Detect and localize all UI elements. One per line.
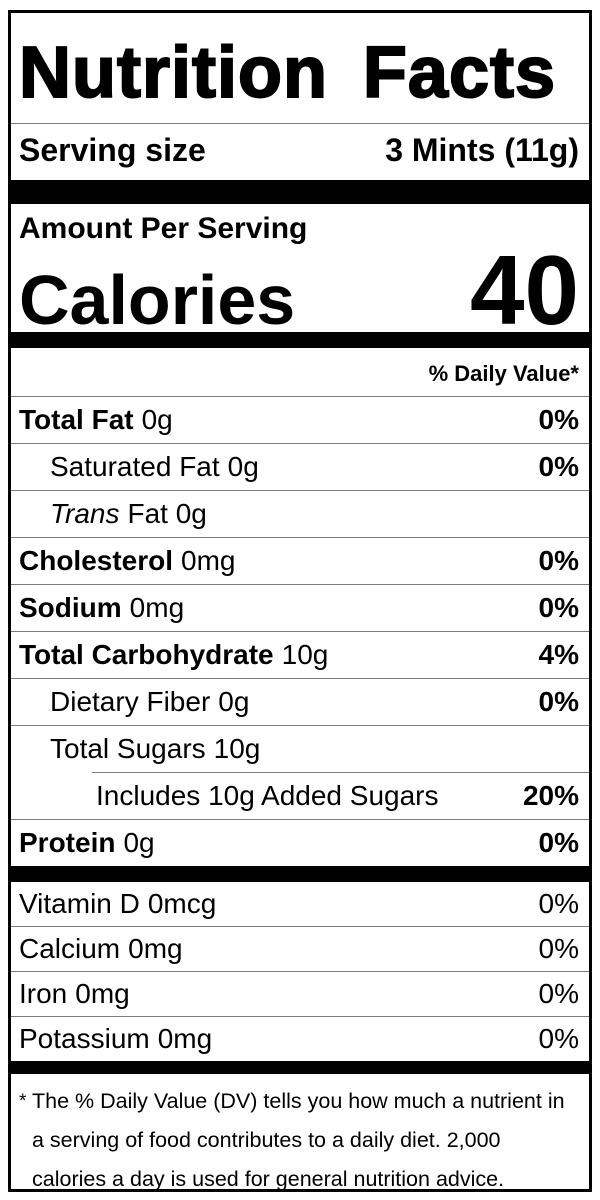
calories-label: Calories	[19, 261, 296, 339]
row-divider	[11, 819, 589, 820]
row-divider	[11, 971, 589, 972]
nutrient-amount: 0g	[227, 451, 259, 482]
vitamin-row-iron: Iron 0mg 0%	[11, 972, 589, 1016]
footnote-asterisk: *	[19, 1091, 27, 1112]
row-divider	[11, 584, 589, 585]
vitamin-dv: 0%	[538, 978, 579, 1009]
footnote-text: The % Daily Value (DV) tells you how muc…	[32, 1089, 565, 1191]
amount-per-serving-label: Amount Per Serving	[19, 212, 308, 245]
nutrient-row-saturated-fat: Saturated Fat 0g 0%	[11, 444, 589, 490]
nutrient-name: Trans	[50, 498, 120, 529]
nutrient-name: Cholesterol	[19, 545, 174, 576]
row-divider	[11, 926, 589, 927]
nutrient-dv: 4%	[538, 639, 579, 670]
row-divider	[11, 631, 589, 632]
nutrient-amount: 0g	[141, 404, 173, 435]
nutrient-dv: 0%	[538, 827, 579, 858]
vitamin-name: Iron	[19, 978, 68, 1009]
nutrient-row-total-sugars: Total Sugars 10g	[11, 726, 589, 772]
nutrient-row-sodium: Sodium 0mg 0%	[11, 585, 589, 631]
nutrient-amount: 0g	[123, 827, 155, 858]
row-divider	[11, 1016, 589, 1017]
vitamin-dv: 0%	[538, 888, 579, 919]
nutrient-dv: 0%	[538, 686, 579, 717]
nutrient-name: Includes 10g Added Sugars	[96, 780, 439, 811]
nutrient-amount: 0mg	[181, 545, 236, 576]
nutrient-name: Sodium	[19, 592, 122, 623]
section-bar-medium	[11, 332, 589, 348]
nutrient-name: Total Carbohydrate	[19, 639, 274, 670]
nutrient-row-added-sugars: Includes 10g Added Sugars 20%	[11, 773, 589, 819]
label-title: Nutrition Facts	[18, 33, 557, 113]
nutrient-amount: 0g	[218, 686, 250, 717]
vitamin-dv: 0%	[538, 933, 579, 964]
nutrient-amount: Fat 0g	[127, 498, 207, 529]
row-divider	[11, 443, 589, 444]
row-divider	[11, 396, 589, 397]
row-divider	[11, 537, 589, 538]
nutrient-row-trans-fat: Trans Fat 0g	[11, 491, 589, 537]
row-divider	[11, 490, 589, 491]
row-divider-indented	[92, 772, 589, 773]
row-divider	[11, 725, 589, 726]
vitamin-name: Vitamin D	[19, 888, 140, 919]
vitamin-row-calcium: Calcium 0mg 0%	[11, 927, 589, 971]
nutrient-dv: 0%	[538, 404, 579, 435]
serving-size-value: 3 Mints (11g)	[385, 132, 579, 168]
serving-size-label: Serving size	[19, 132, 206, 168]
vitamin-amount: 0mg	[157, 1023, 213, 1054]
nutrient-name: Protein	[19, 827, 116, 858]
daily-value-footnote: * The % Daily Value (DV) tells you how m…	[11, 1074, 589, 1199]
nutrient-dv: 0%	[538, 545, 579, 576]
vitamin-name: Potassium	[19, 1023, 150, 1054]
nutrient-row-total-carbohydrate: Total Carbohydrate 10g 4%	[11, 632, 589, 678]
nutrient-amount: 10g	[213, 733, 261, 764]
nutrient-row-total-fat: Total Fat 0g 0%	[11, 397, 589, 443]
nutrient-name: Total Sugars	[50, 733, 206, 764]
nutrient-amount: 0mg	[129, 592, 185, 623]
serving-size-row: Serving size 3 Mints (11g)	[11, 124, 589, 180]
section-bar-thin	[11, 1061, 589, 1074]
nutrient-name: Dietary Fiber	[50, 686, 211, 717]
vitamin-amount: 0mcg	[147, 888, 217, 919]
calories-row: Calories 40	[11, 235, 589, 345]
row-divider	[11, 678, 589, 679]
vitamin-row-vitamin-d: Vitamin D 0mcg 0%	[11, 882, 589, 926]
nutrient-dv: 20%	[522, 780, 579, 811]
daily-value-header: % Daily Value*	[428, 361, 579, 386]
nutrient-dv: 0%	[538, 592, 579, 623]
title-divider	[11, 123, 589, 124]
section-bar-thick	[11, 180, 589, 204]
nutrient-name: Saturated Fat	[50, 451, 220, 482]
calories-value: 40	[469, 235, 579, 345]
nutrient-name: Total Fat	[19, 404, 134, 435]
vitamin-amount: 0mg	[75, 978, 130, 1009]
nutrient-amount: 10g	[281, 639, 329, 670]
vitamin-dv: 0%	[538, 1023, 579, 1054]
nutrient-dv: 0%	[538, 451, 579, 482]
vitamin-name: Calcium	[19, 933, 121, 964]
nutrient-row-dietary-fiber: Dietary Fiber 0g 0%	[11, 679, 589, 725]
nutrient-row-protein: Protein 0g 0%	[11, 820, 589, 866]
section-bar-medium	[11, 866, 589, 882]
vitamin-amount: 0mg	[128, 933, 183, 964]
nutrition-facts-label: Nutrition Facts Serving size 3 Mints (11…	[8, 10, 592, 1192]
nutrient-row-cholesterol: Cholesterol 0mg 0%	[11, 538, 589, 584]
vitamin-row-potassium: Potassium 0mg 0%	[11, 1017, 589, 1061]
